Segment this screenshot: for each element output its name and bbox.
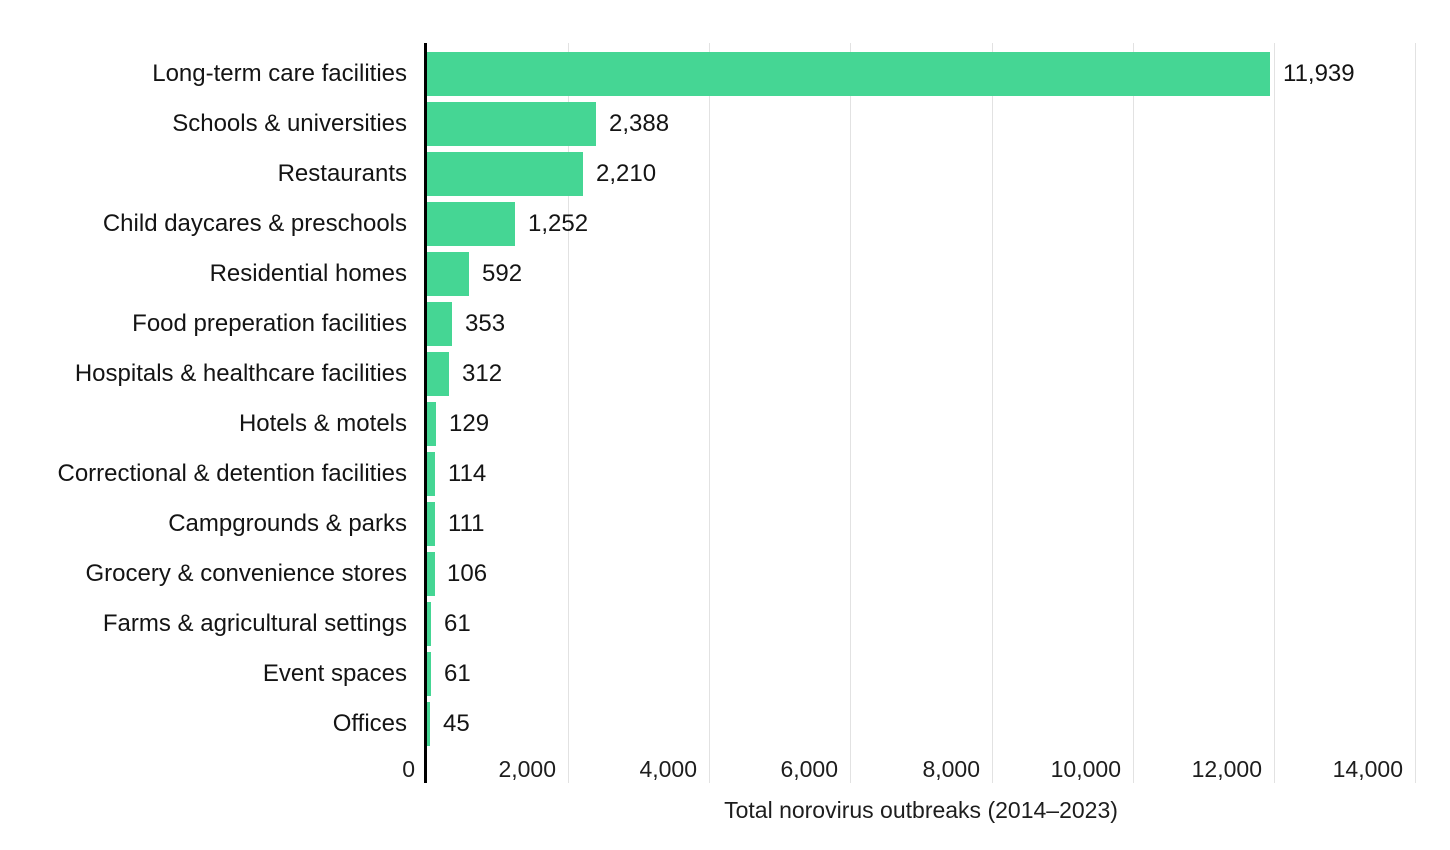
gridline-10,000 xyxy=(1133,43,1134,783)
bar xyxy=(427,502,435,546)
value-label: 2,388 xyxy=(609,110,670,137)
category-label: Food preperation facilities xyxy=(132,310,407,337)
x-tick-label: 14,000 xyxy=(1332,756,1403,782)
category-label: Child daycares & preschools xyxy=(102,210,407,237)
x-tick-label: 4,000 xyxy=(639,756,697,782)
category-label: Event spaces xyxy=(262,660,407,687)
bar xyxy=(427,652,432,696)
bar xyxy=(427,202,516,246)
category-label: Long-term care facilities xyxy=(152,60,407,87)
x-tick-label: 0 xyxy=(402,756,415,782)
bar xyxy=(427,602,432,646)
value-label: 312 xyxy=(462,360,503,387)
category-label: Hospitals & healthcare facilities xyxy=(74,360,407,387)
value-label: 1,252 xyxy=(528,210,589,237)
y-axis-line xyxy=(424,43,427,783)
bar xyxy=(427,252,469,296)
gridline-4,000 xyxy=(709,43,710,783)
bar xyxy=(427,352,449,396)
value-label: 2,210 xyxy=(596,160,657,187)
x-tick-label: 12,000 xyxy=(1191,756,1262,782)
x-tick-label: 2,000 xyxy=(498,756,556,782)
value-label: 111 xyxy=(448,510,485,537)
x-tick-label: 10,000 xyxy=(1050,756,1121,782)
bar xyxy=(427,452,435,496)
gridline-6,000 xyxy=(850,43,851,783)
value-label: 114 xyxy=(448,460,487,487)
gridline-2,000 xyxy=(568,43,569,783)
x-tick-label: 8,000 xyxy=(922,756,980,782)
bar xyxy=(427,152,583,196)
value-label: 353 xyxy=(465,310,506,337)
category-label: Schools & universities xyxy=(172,110,407,137)
category-label: Restaurants xyxy=(277,160,407,187)
bar xyxy=(427,52,1270,96)
category-label: Residential homes xyxy=(209,260,407,287)
category-label: Farms & agricultural settings xyxy=(102,610,407,637)
category-label: Offices xyxy=(332,710,407,737)
x-tick-label: 6,000 xyxy=(780,756,838,782)
bar xyxy=(427,552,435,596)
bar xyxy=(427,102,596,146)
value-label: 592 xyxy=(482,260,523,287)
value-label: 129 xyxy=(449,410,490,437)
category-label: Correctional & detention facilities xyxy=(57,460,407,487)
value-label: 11,939 xyxy=(1283,60,1355,87)
value-label: 45 xyxy=(443,710,470,737)
category-label: Grocery & convenience stores xyxy=(85,560,407,587)
value-label: 61 xyxy=(444,660,471,687)
category-label: Campgrounds & parks xyxy=(168,510,407,537)
category-label: Hotels & motels xyxy=(238,410,407,437)
value-label: 61 xyxy=(444,610,471,637)
value-label: 106 xyxy=(447,560,488,587)
bar xyxy=(427,702,431,746)
bar xyxy=(427,302,452,346)
bar xyxy=(427,402,437,446)
x-axis-title: Total norovirus outbreaks (2014–2023) xyxy=(724,797,1118,823)
gridline-8,000 xyxy=(992,43,993,783)
gridline-12,000 xyxy=(1274,43,1275,783)
gridline-14,000 xyxy=(1415,43,1416,783)
